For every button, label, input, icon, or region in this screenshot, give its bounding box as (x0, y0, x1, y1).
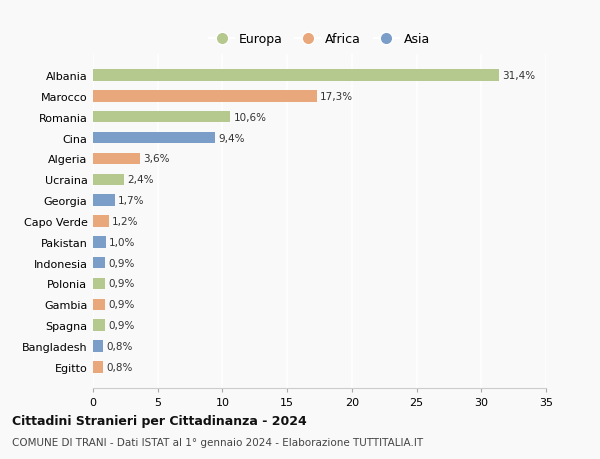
Bar (93, 361, 103, 373)
Text: 0,9%: 0,9% (108, 300, 134, 310)
Text: 1,7%: 1,7% (118, 196, 145, 206)
Bar (93, 278, 104, 290)
Text: 0,8%: 0,8% (107, 362, 133, 372)
Text: 31,4%: 31,4% (503, 71, 536, 81)
Legend: Europa, Africa, Asia: Europa, Africa, Asia (204, 28, 435, 51)
Bar (93, 174, 124, 185)
Text: 1,2%: 1,2% (112, 217, 138, 226)
Text: 0,9%: 0,9% (108, 258, 134, 268)
Bar (93, 112, 230, 123)
Text: 3,6%: 3,6% (143, 154, 169, 164)
Text: 2,4%: 2,4% (127, 175, 154, 185)
Text: 10,6%: 10,6% (233, 112, 266, 123)
Text: 1,0%: 1,0% (109, 237, 136, 247)
Text: Cittadini Stranieri per Cittadinanza - 2024: Cittadini Stranieri per Cittadinanza - 2… (12, 414, 307, 428)
Bar (93, 257, 104, 269)
Bar (93, 91, 317, 102)
Text: 9,4%: 9,4% (218, 133, 244, 143)
Text: 0,8%: 0,8% (107, 341, 133, 351)
Bar (93, 153, 140, 165)
Text: 0,9%: 0,9% (108, 320, 134, 330)
Text: 17,3%: 17,3% (320, 92, 353, 102)
Bar (93, 195, 115, 207)
Text: 0,9%: 0,9% (108, 279, 134, 289)
Text: COMUNE DI TRANI - Dati ISTAT al 1° gennaio 2024 - Elaborazione TUTTITALIA.IT: COMUNE DI TRANI - Dati ISTAT al 1° genna… (12, 437, 423, 447)
Bar (93, 320, 104, 331)
Bar (93, 216, 109, 227)
Bar (93, 70, 499, 82)
Bar (93, 299, 104, 310)
Bar (93, 236, 106, 248)
Bar (93, 133, 215, 144)
Bar (93, 341, 103, 352)
